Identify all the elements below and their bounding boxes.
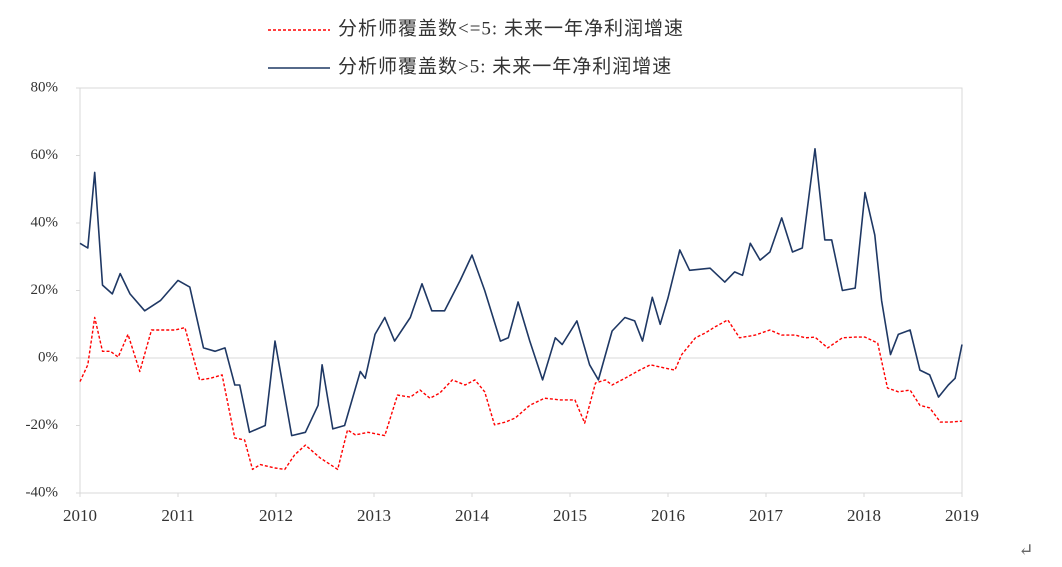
legend-label: 分析师覆盖数<=5: 未来一年净利润增速 bbox=[338, 17, 684, 39]
corner-mark: ↵ bbox=[1018, 540, 1033, 560]
x-tick-label: 2012 bbox=[259, 506, 293, 525]
series-line bbox=[79, 316, 963, 471]
legend-label: 分析师覆盖数>5: 未来一年净利润增速 bbox=[338, 55, 672, 77]
x-tick-label: 2019 bbox=[945, 506, 979, 525]
x-tick-label: 2011 bbox=[161, 506, 194, 525]
plot-frame bbox=[79, 87, 963, 494]
x-tick-label: 2018 bbox=[847, 506, 881, 525]
y-tick-label: 80% bbox=[31, 79, 59, 95]
x-tick-label: 2013 bbox=[357, 506, 391, 525]
x-tick-label: 2015 bbox=[553, 506, 587, 525]
series-line bbox=[79, 148, 963, 437]
y-tick-label: 0% bbox=[38, 349, 58, 365]
x-tick-label: 2010 bbox=[63, 506, 97, 525]
x-tick-label: 2014 bbox=[455, 506, 490, 525]
y-tick-label: 40% bbox=[31, 214, 59, 230]
y-tick-label: 20% bbox=[31, 282, 59, 298]
x-tick-label: 2016 bbox=[651, 506, 685, 525]
y-tick-label: -40% bbox=[26, 484, 59, 500]
y-tick-label: -20% bbox=[26, 417, 59, 433]
x-tick-label: 2017 bbox=[749, 506, 784, 525]
y-tick-label: 60% bbox=[31, 147, 59, 163]
